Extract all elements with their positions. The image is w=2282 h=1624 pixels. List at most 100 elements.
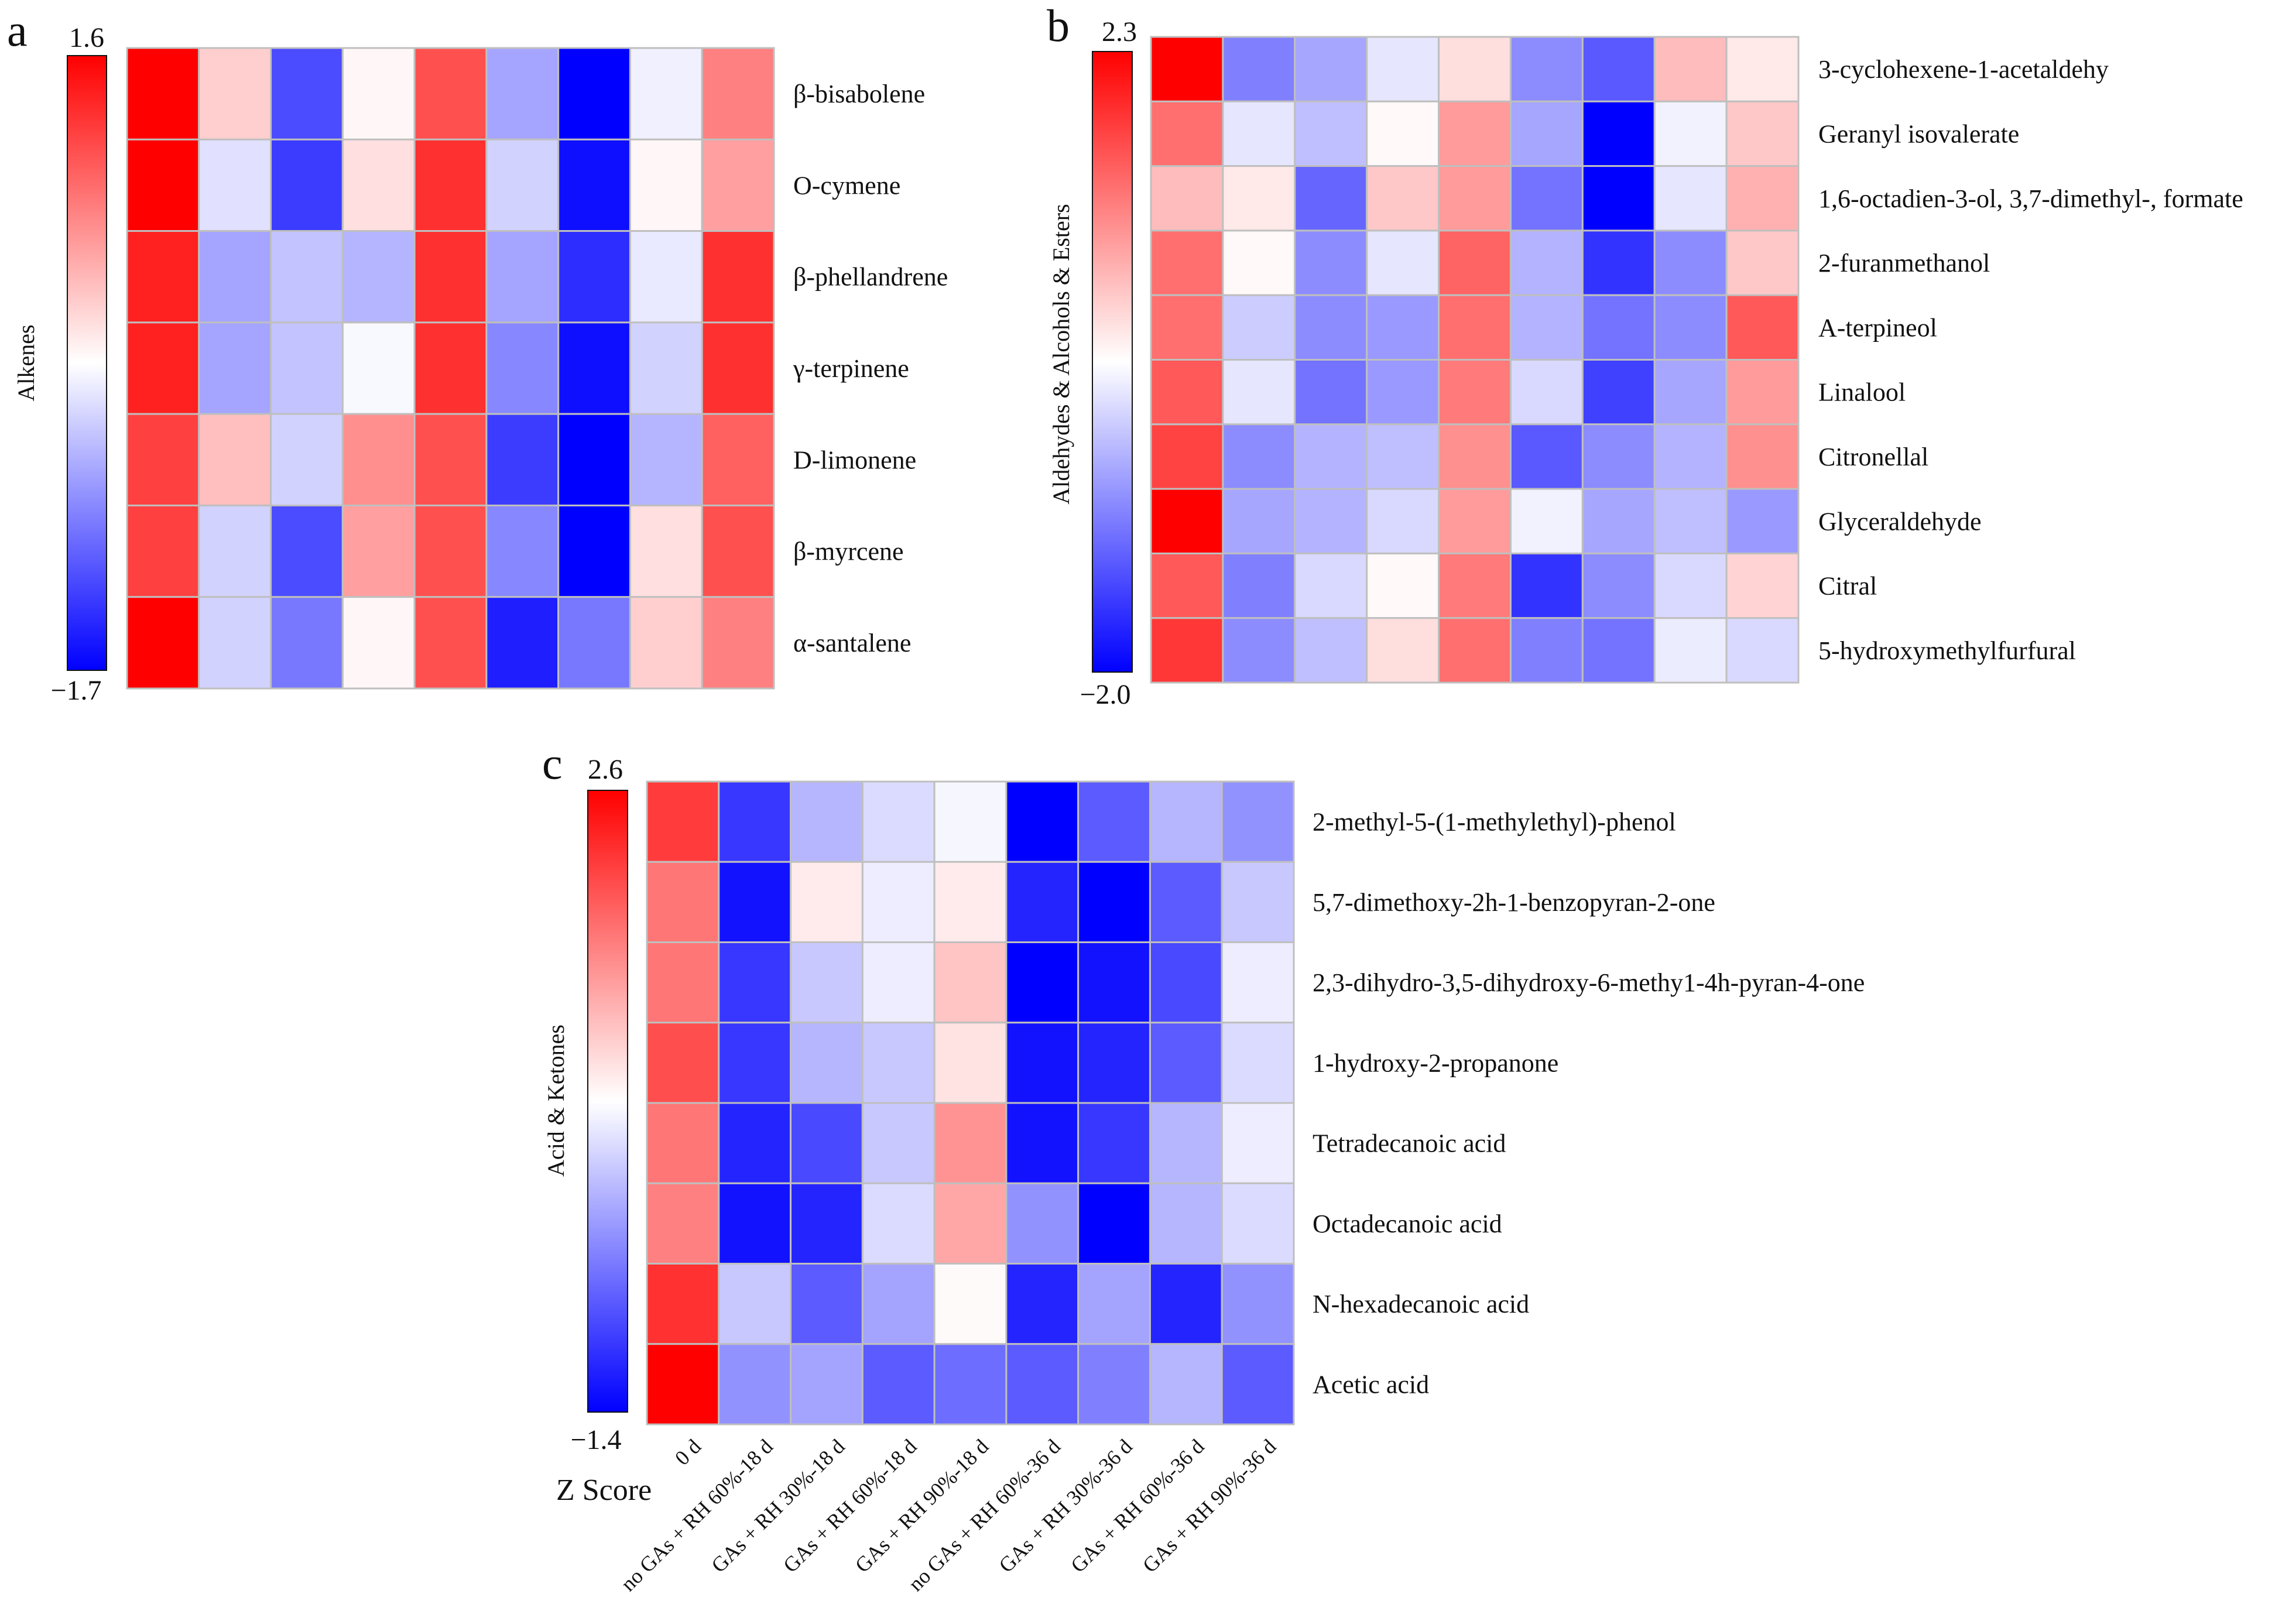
heatmap-cell-c-r2-c1	[718, 941, 792, 1024]
heatmap-cell-b-r8-c8	[1725, 552, 1800, 619]
heatmap-cell-b-r6-c1	[1222, 423, 1296, 490]
heatmap-cells-b	[1150, 36, 1800, 684]
heatmap-cell-c-r2-c8	[1221, 941, 1295, 1024]
heatmap-cell-c-r6-c2	[790, 1263, 864, 1345]
legend-title: Z Score	[556, 1474, 652, 1507]
heatmap-cell-c-r3-c8	[1221, 1022, 1295, 1104]
heatmap-cell-b-r8-c5	[1509, 552, 1584, 619]
heatmap-cell-b-r5-c5	[1509, 359, 1584, 426]
heatmap-cell-b-r2-c1	[1222, 165, 1296, 232]
heatmap-cell-a-r1-c2	[270, 138, 344, 232]
heatmap-cell-a-r1-c5	[485, 138, 560, 232]
heatmap-cell-c-r2-c2	[790, 941, 864, 1024]
heatmap-cell-c-r3-c0	[646, 1022, 720, 1104]
heatmap-cell-a-r3-c7	[629, 321, 703, 415]
heatmap-cell-b-r7-c3	[1366, 488, 1440, 554]
heatmap-cell-c-r7-c4	[933, 1343, 1008, 1426]
row-labels-b: 3-cyclohexene-1-acetaldehy Geranyl isoval…	[1818, 55, 2243, 665]
heatmap-cell-b-r5-c7	[1653, 359, 1728, 426]
heatmap-cell-c-r1-c0	[646, 861, 720, 943]
heatmap-cell-a-r3-c4	[413, 321, 488, 415]
heatmap-cell-c-r0-c7	[1149, 780, 1223, 863]
heatmap-cell-c-r5-c3	[861, 1182, 936, 1265]
heatmap-cell-b-r3-c3	[1366, 229, 1440, 296]
heatmap-cell-b-r1-c8	[1725, 100, 1800, 167]
heatmap-cell-a-r2-c4	[413, 230, 488, 324]
heatmap-cell-c-r1-c1	[718, 861, 792, 943]
row-label-a-1: O-cymene	[793, 171, 900, 200]
row-labels-c: 2-methyl-5-(1-methylethyl)-phenol 5,7-dim…	[1313, 808, 1865, 1399]
heatmap-cell-c-r4-c7	[1149, 1102, 1223, 1184]
heatmap-cell-c-r7-c3	[861, 1343, 936, 1426]
heatmap-cell-a-r5-c8	[701, 504, 775, 598]
heatmap-cell-a-r3-c0	[126, 321, 200, 415]
row-label-c-2: 2,3-dihydro-3,5-dihydroxy-6-methy1-4h-py…	[1313, 968, 1865, 997]
heatmap-border-a	[126, 47, 775, 690]
heatmap-cell-b-r2-c3	[1366, 165, 1440, 232]
heatmap-cell-b-r0-c6	[1581, 36, 1656, 102]
heatmap-cell-b-r3-c8	[1725, 229, 1800, 296]
heatmap-cell-b-r4-c5	[1509, 294, 1584, 361]
scale-min-b: −2.0	[1080, 679, 1130, 710]
heatmap-cell-c-r5-c8	[1221, 1182, 1295, 1265]
heatmap-cell-b-r0-c1	[1222, 36, 1296, 102]
heatmap-cell-b-r3-c0	[1150, 229, 1224, 296]
heatmap-cell-b-r3-c7	[1653, 229, 1728, 296]
heatmap-cell-b-r4-c6	[1581, 294, 1656, 361]
heatmap-cell-c-r3-c1	[718, 1022, 792, 1104]
heatmap-cell-c-r3-c4	[933, 1022, 1008, 1104]
row-label-a-2: β-phellandrene	[793, 263, 948, 292]
heatmap-cell-b-r0-c7	[1653, 36, 1728, 102]
heatmap-cell-a-r1-c6	[557, 138, 631, 232]
panel-b: b 2.3 −2.0 Aldehydes & Alcohols & Esters…	[1047, 0, 2243, 710]
heatmap-cell-c-r5-c1	[718, 1182, 792, 1265]
heatmap-cell-c-r1-c5	[1005, 861, 1080, 943]
heatmap-cell-a-r6-c0	[126, 596, 200, 690]
row-label-a-0: β-bisabolene	[793, 80, 925, 108]
heatmap-cell-b-r1-c2	[1294, 100, 1368, 167]
column-label-4: GAs + RH 90%-18 d	[851, 1434, 993, 1577]
row-label-b-4: A-terpineol	[1818, 313, 1937, 342]
panel-a: a 1.6 −1.7 Alkenes β-bisaboleneO-cymeneβ…	[7, 5, 948, 706]
heatmap-cell-a-r4-c4	[413, 413, 488, 506]
heatmap-cell-b-r4-c2	[1294, 294, 1368, 361]
heatmap-cell-c-r4-c6	[1077, 1102, 1151, 1184]
heatmap-cell-b-r4-c3	[1366, 294, 1440, 361]
heatmap-cell-a-r0-c4	[413, 47, 488, 141]
color-scale-b	[1092, 51, 1133, 673]
heatmap-cell-b-r9-c5	[1509, 617, 1584, 684]
column-label-8: GAs + RH 90%-36 d	[1138, 1434, 1280, 1577]
heatmap-cell-a-r6-c3	[341, 596, 416, 690]
heatmap-cell-a-r4-c6	[557, 413, 631, 506]
heatmap-cell-a-r5-c6	[557, 504, 631, 598]
row-label-b-2: 1,6-octadien-3-ol, 3,7-dimethyl-, format…	[1818, 184, 2243, 213]
heatmap-cell-a-r3-c2	[270, 321, 344, 415]
heatmap-cell-c-r0-c6	[1077, 780, 1151, 863]
heatmap-cell-b-r7-c5	[1509, 488, 1584, 554]
scale-max-a: 1.6	[69, 22, 104, 53]
heatmap-cell-a-r2-c0	[126, 230, 200, 324]
heatmap-cell-a-r3-c6	[557, 321, 631, 415]
row-label-b-8: Citral	[1818, 572, 1877, 601]
panel-c: c 2.6 −1.4 Acid & Ketones Z Score 2-meth…	[542, 738, 1865, 1596]
heatmap-cell-a-r4-c0	[126, 413, 200, 506]
heatmap-cell-c-r1-c2	[790, 861, 864, 943]
heatmap-cell-c-r4-c4	[933, 1102, 1008, 1184]
heatmap-cells-a	[126, 47, 775, 690]
heatmap-cell-b-r1-c5	[1509, 100, 1584, 167]
scale-min-c: −1.4	[570, 1424, 621, 1455]
heatmap-cell-c-r0-c5	[1005, 780, 1080, 863]
heatmap-cell-a-r0-c3	[341, 47, 416, 141]
heatmap-cell-a-r3-c3	[341, 321, 416, 415]
row-label-b-9: 5-hydroxymethylfurfural	[1818, 636, 2076, 665]
heatmap-cell-b-r4-c7	[1653, 294, 1728, 361]
heatmap-cell-c-r5-c7	[1149, 1182, 1223, 1265]
heatmap-cell-c-r3-c6	[1077, 1022, 1151, 1104]
heatmap-cell-a-r1-c8	[701, 138, 775, 232]
heatmap-cell-b-r9-c7	[1653, 617, 1728, 684]
heatmap-cell-b-r2-c7	[1653, 165, 1728, 232]
heatmap-cell-a-r2-c1	[198, 230, 272, 324]
column-label-2: GAs + RH 30%-18 d	[707, 1434, 849, 1577]
heatmap-cell-a-r0-c6	[557, 47, 631, 141]
row-label-b-3: 2-furanmethanol	[1818, 249, 1990, 277]
